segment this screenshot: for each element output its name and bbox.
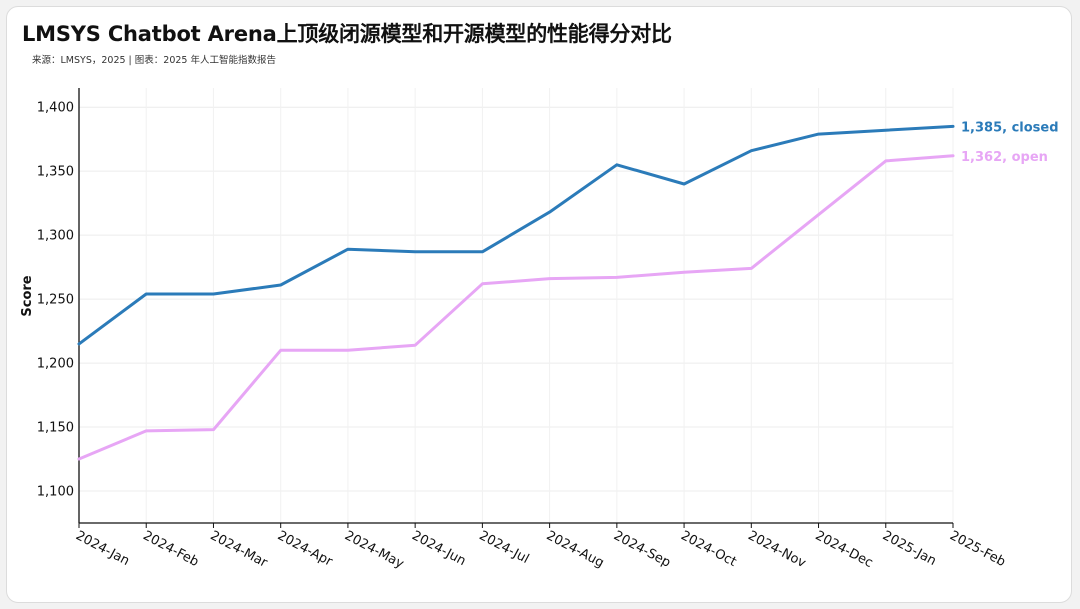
end-label-closed: 1,385, closed xyxy=(961,120,1059,135)
x-tick-label: 2024-Jun xyxy=(409,528,468,569)
y-tick-label: 1,200 xyxy=(37,357,74,372)
x-tick-label: 2025-Jan xyxy=(880,528,939,569)
x-tick-label: 2024-Sep xyxy=(611,528,673,570)
chart-subtitle: 来源：LMSYS，2025 | 图表：2025 年人工智能指数报告 xyxy=(32,55,276,66)
x-tick-label: 2024-Feb xyxy=(140,528,201,570)
x-tick-label: 2024-Apr xyxy=(275,528,336,570)
x-tick-label: 2025-Feb xyxy=(947,528,1008,570)
y-tick-label: 1,150 xyxy=(37,421,74,436)
x-tick-label: 2024-Mar xyxy=(208,528,271,571)
x-tick-label: 2024-Jul xyxy=(477,528,532,567)
series-lines xyxy=(77,124,955,461)
x-tick-label: 2024-Dec xyxy=(813,528,876,571)
y-tick-label: 1,350 xyxy=(37,165,74,180)
chart-card xyxy=(6,6,1072,603)
x-axis: 2024-Jan 2024-Feb 2024-Mar 2024-Apr 2024-May… xyxy=(73,522,1008,572)
x-tick-label: 2024-Nov xyxy=(745,528,808,571)
y-tick-label: 1,300 xyxy=(37,229,74,244)
y-tick-label: 1,250 xyxy=(37,293,74,308)
chart-title: LMSYS Chatbot Arena上顶级闭源模型和开源模型的性能得分对比 xyxy=(22,22,672,46)
series-line-open xyxy=(77,154,955,461)
x-tick-label: 2024-Jan xyxy=(73,528,132,569)
series-line-closed xyxy=(77,124,955,346)
x-tick-label: 2024-Aug xyxy=(544,528,607,571)
y-axis-title: Score xyxy=(20,275,35,316)
end-label-open: 1,362, open xyxy=(961,150,1048,165)
grid-lines xyxy=(78,88,954,523)
y-tick-label: 1,400 xyxy=(37,101,74,116)
end-labels: 1,385, closed 1,362, open xyxy=(961,120,1059,164)
x-tick-label: 2024-Oct xyxy=(678,528,739,570)
x-tick-label: 2024-May xyxy=(342,528,406,572)
y-axis: 1,100 1,150 1,200 1,250 1,300 1,350 1,400 xyxy=(37,88,80,523)
y-tick-label: 1,100 xyxy=(37,485,74,500)
